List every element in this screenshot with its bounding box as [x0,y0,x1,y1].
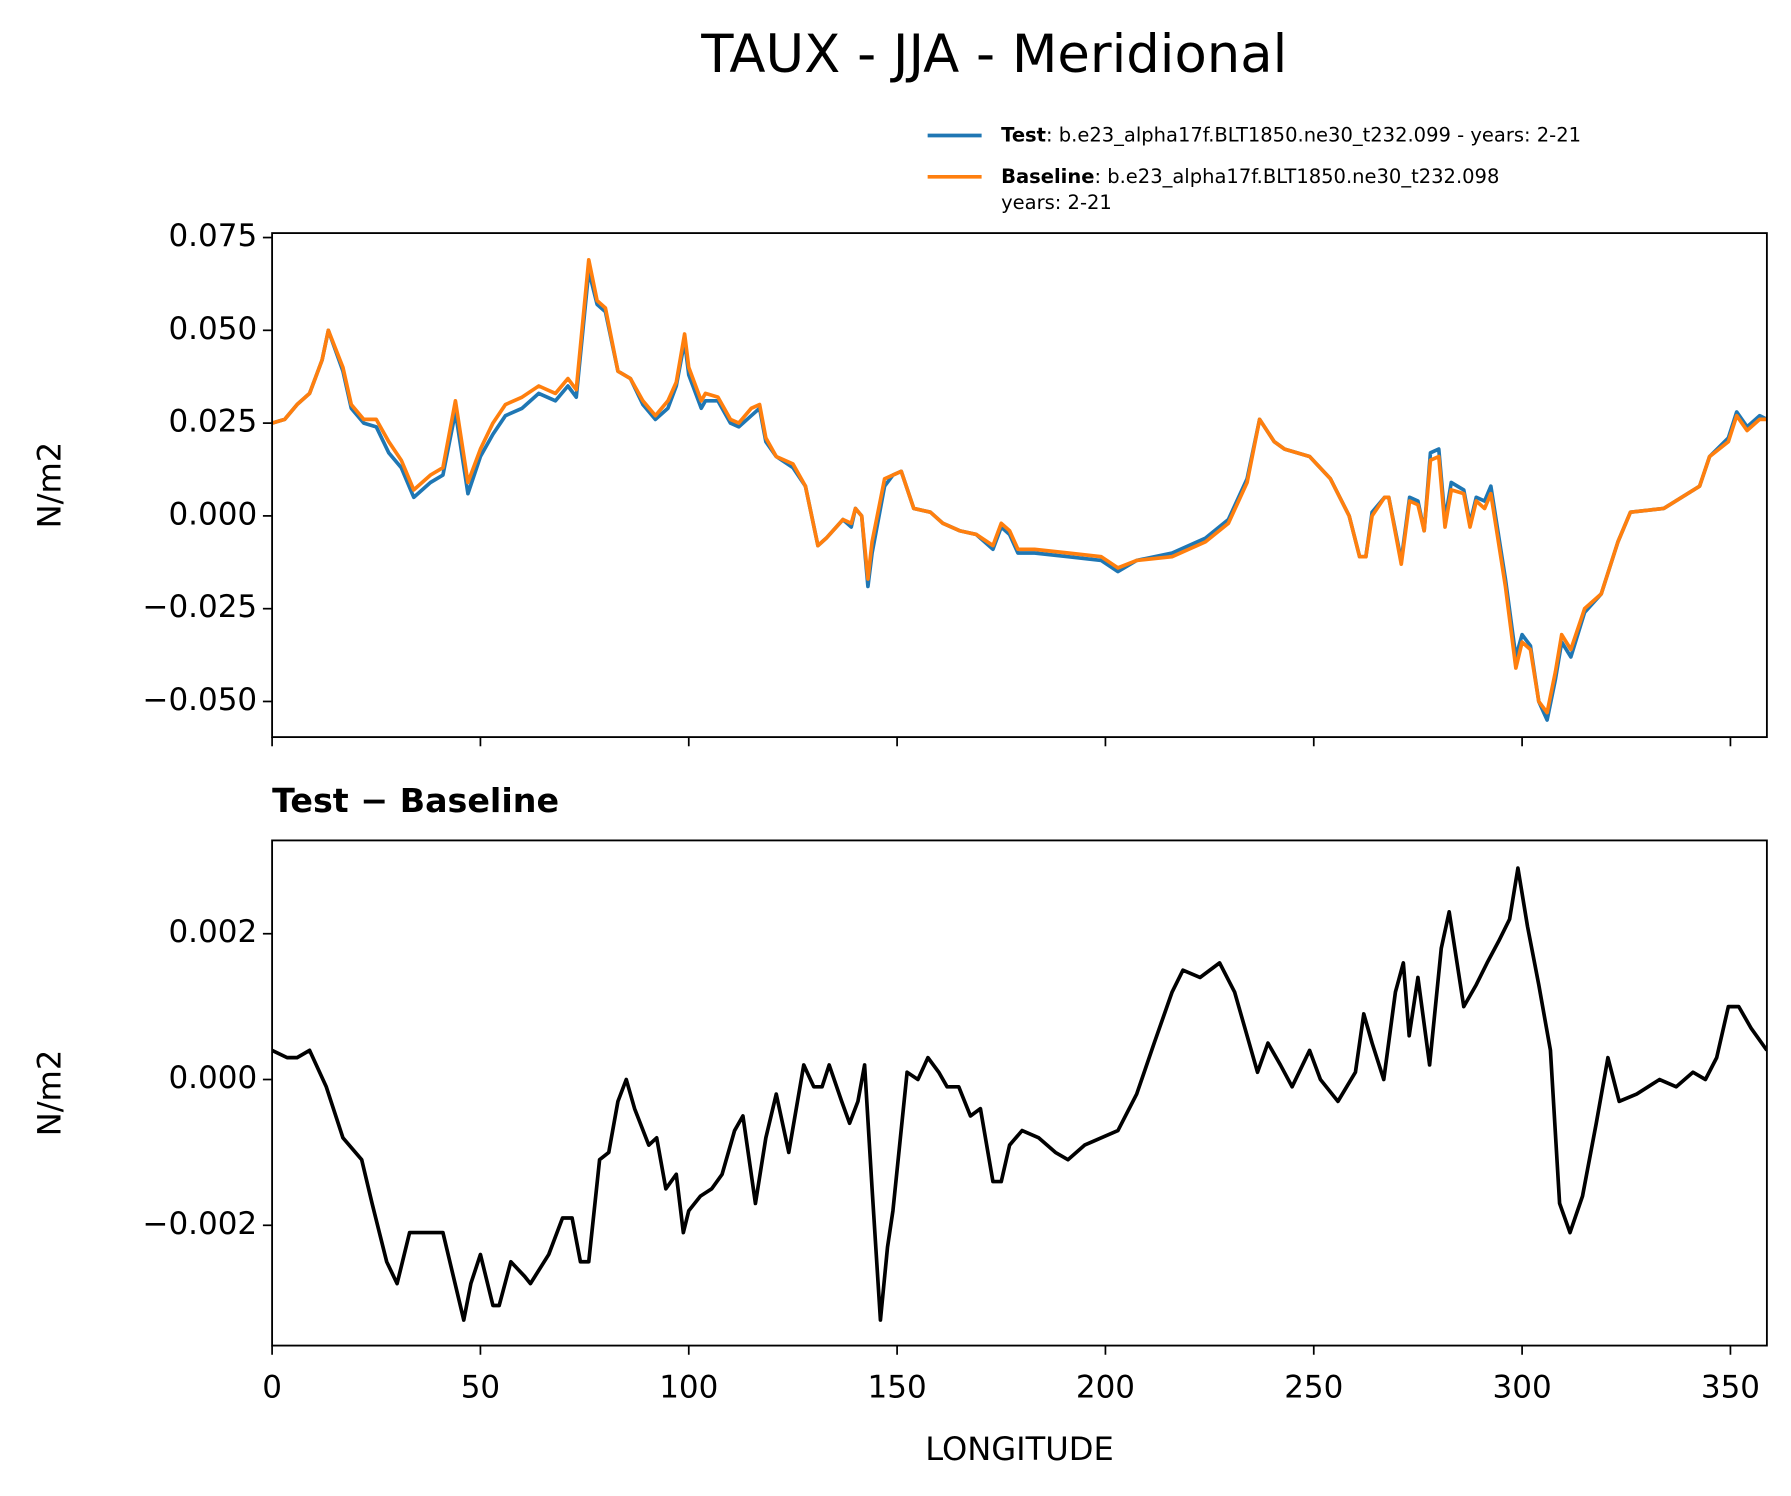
legend-label: : b.e23_alpha17f.BLT1850.ne30_t232.099 -… [1046,123,1581,146]
data-line [272,257,1767,715]
legend-text: years: 2-21 [1001,191,1112,214]
x-tick-label: 50 [461,1370,500,1406]
x-tick-label: 250 [1284,1370,1343,1406]
x-tick-label: 100 [659,1370,718,1406]
y-tick-label: 0.050 [168,311,257,347]
data-line [272,866,1767,1322]
y-tick-label: 0.002 [168,914,257,950]
x-tick-label: 300 [1493,1370,1552,1406]
y-tick-label: 0.000 [168,496,257,532]
x-tick-label: 350 [1701,1370,1760,1406]
y-tick-label: −0.002 [142,1206,257,1242]
figure-title: TAUX - JJA - Meridional [700,24,1287,85]
legend-name: Test [1001,123,1046,146]
x-axis-label: LONGITUDE [925,1430,1114,1468]
x-tick-label: 200 [1076,1370,1135,1406]
y-tick-label: −0.025 [142,589,257,625]
y-tick-label: 0.025 [168,404,257,440]
axes-frame [271,839,1768,1347]
legend-label: years: 2-21 [1001,191,1112,214]
y-tick-label: −0.050 [142,682,257,718]
legend-label: : b.e23_alpha17f.BLT1850.ne30_t232.098 [1094,164,1499,187]
panel-title: Test − Baseline [272,781,559,820]
y-tick-label: 0.000 [168,1060,257,1096]
y-axis-label: N/m2 [31,442,69,529]
y-axis-label: N/m2 [31,1050,69,1137]
y-tick-label: 0.075 [168,218,257,254]
legend-text: Baseline: b.e23_alpha17f.BLT1850.ne30_t2… [1001,164,1499,187]
x-tick-label: 0 [262,1370,282,1406]
legend-name: Baseline [1001,164,1094,187]
x-tick-label: 150 [868,1370,927,1406]
legend-text: Test: b.e23_alpha17f.BLT1850.ne30_t232.0… [1001,123,1581,146]
axes-frame [271,232,1768,739]
